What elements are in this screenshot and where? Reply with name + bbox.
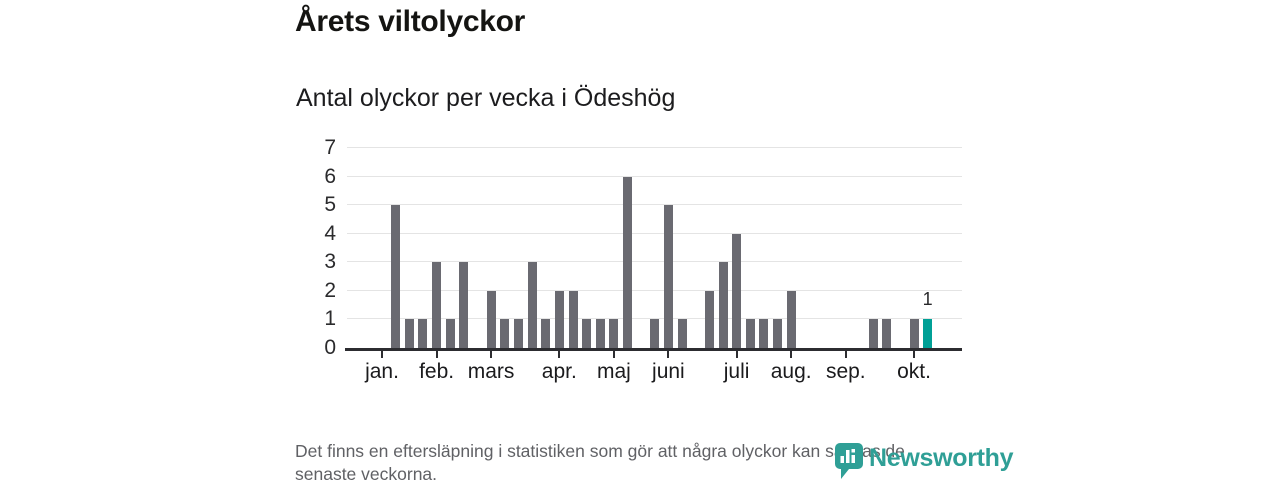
gridline [347, 318, 962, 319]
chart-bar [582, 319, 592, 348]
highlighted-bar [923, 319, 933, 348]
chart-bar [418, 319, 428, 348]
x-axis-tick [913, 351, 915, 358]
x-axis-month-label: apr. [541, 360, 577, 383]
x-axis-line [345, 348, 962, 351]
x-axis-tick [558, 351, 561, 358]
chart-bar [432, 262, 442, 348]
chart-subtitle: Antal olyckor per vecka i Ödeshög [296, 84, 676, 112]
x-axis-month-label: okt. [897, 360, 931, 383]
footer-note: Det finns en eftersläpning i statistiken… [295, 440, 905, 480]
x-axis-tick [735, 351, 738, 358]
chart-bar [609, 319, 619, 348]
chart-bar [868, 319, 878, 348]
chart-bar [759, 319, 769, 348]
chart-bar [445, 319, 455, 348]
chart-bar [541, 319, 551, 348]
chart-bar [882, 319, 892, 348]
chart-bar [554, 290, 564, 348]
chart-bar [500, 319, 510, 348]
y-axis-label: 2 [324, 278, 336, 302]
gridline [347, 204, 962, 205]
chart-bar [486, 290, 496, 348]
chart-bar [718, 262, 728, 348]
x-axis-tick [790, 351, 793, 358]
gridline [347, 261, 962, 262]
x-axis-tick [490, 351, 493, 358]
chart-bar [568, 290, 578, 348]
footer-note-line: Det finns en eftersläpning i statistiken… [295, 441, 905, 461]
chart-bar [732, 233, 742, 348]
y-axis-label: 3 [324, 250, 336, 274]
gridline [347, 176, 962, 177]
gridline [347, 290, 962, 291]
chart-bar [527, 262, 537, 348]
gridline [347, 147, 962, 148]
chart-bar [391, 205, 401, 348]
bar-value-label: 1 [922, 289, 933, 310]
newsworthy-logo: Newsworthy [835, 443, 1014, 480]
y-axis-label: 5 [324, 193, 336, 217]
x-axis-month-label: feb. [419, 360, 455, 383]
chart-bar [404, 319, 414, 348]
x-axis-tick [435, 351, 438, 358]
chart-bar [704, 290, 714, 348]
chart-bar [663, 205, 673, 348]
newsworthy-pin-icon [835, 443, 863, 480]
chart-bar [786, 290, 796, 348]
chart-bar [513, 319, 523, 348]
x-axis-month-label: juni [652, 360, 685, 383]
y-axis-label: 1 [324, 307, 336, 331]
x-axis-tick [381, 351, 383, 358]
chart-bar [650, 319, 660, 348]
x-axis-month-label: sep. [825, 360, 866, 383]
gridline [347, 233, 962, 234]
chart-bar [459, 262, 469, 348]
y-axis-label: 7 [324, 136, 336, 159]
x-axis-month-label: maj [596, 360, 631, 383]
page-title: Årets viltolyckor [295, 5, 525, 38]
chart-bar [745, 319, 755, 348]
y-axis-label: 6 [324, 164, 336, 188]
chart-bar [909, 319, 919, 348]
chart-bar [677, 319, 687, 348]
y-axis-label: 4 [324, 221, 336, 245]
x-axis-tick [667, 351, 670, 358]
chart-bar [623, 176, 632, 348]
chart-bar [595, 319, 605, 348]
y-axis-label: 0 [324, 336, 336, 359]
footer-note-line: senaste veckorna. [295, 464, 438, 480]
x-axis-tick [612, 351, 615, 358]
x-axis-tick [844, 351, 847, 358]
x-axis-month-label: juli [723, 360, 750, 383]
newsworthy-logo-text: Newsworthy [869, 444, 1014, 472]
x-axis-month-label: aug. [770, 360, 812, 383]
x-axis-month-label: jan. [365, 360, 399, 383]
chart-bar [773, 319, 783, 348]
x-axis-month-label: mars [467, 360, 515, 383]
